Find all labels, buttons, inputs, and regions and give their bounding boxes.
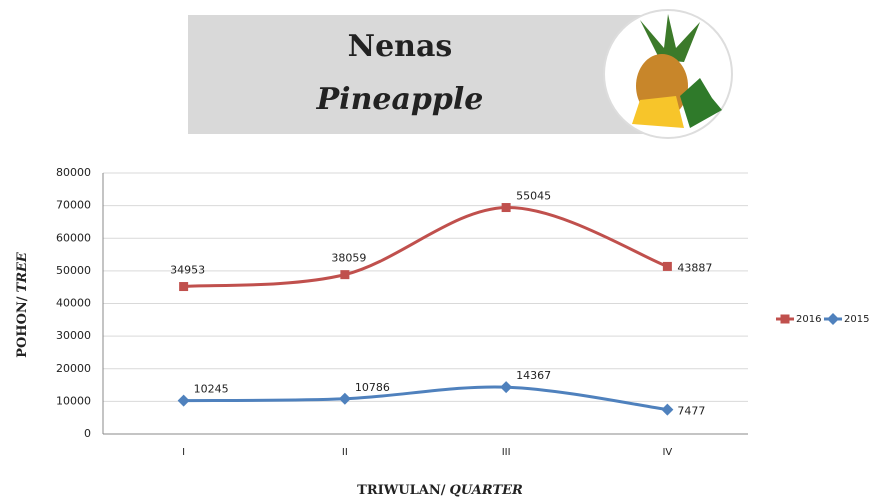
y-tick-label: 40000 [56, 297, 91, 310]
y-tick-label: 10000 [56, 394, 91, 407]
data-label: 38059 [331, 252, 366, 265]
x-tick-label: I [182, 447, 185, 458]
x-axis-label-part: QUARTER [450, 483, 524, 498]
point [662, 261, 672, 271]
x-tick-label: III [502, 447, 511, 458]
x-tick-label: IV [662, 447, 672, 458]
data-label: 10245 [194, 383, 229, 396]
x-tick-label: II [342, 447, 348, 458]
data-label: 55045 [516, 190, 551, 203]
point [827, 313, 839, 325]
series-line [183, 385, 668, 412]
point [661, 403, 674, 416]
y-tick-label: 50000 [56, 264, 91, 277]
data-label: 34953 [170, 264, 205, 277]
y-tick-label: 30000 [56, 329, 91, 342]
data-label: 10786 [355, 381, 390, 394]
series-line [183, 206, 668, 289]
y-axis-label: POHON/TREE [15, 251, 30, 358]
y-tick-label: 0 [84, 427, 91, 440]
title-box [188, 15, 658, 134]
chart-title: Nenas [348, 29, 453, 64]
y-tick-label: 60000 [56, 231, 91, 244]
point [500, 381, 513, 394]
y-axis-label-part: POHON/ [15, 296, 30, 358]
data-label: 14367 [516, 369, 551, 382]
x-axis-label-part: TRIWULAN/ [357, 483, 446, 498]
y-tick-label: 80000 [56, 166, 91, 179]
point [179, 282, 189, 292]
chart-subtitle: Pineapple [316, 82, 484, 117]
pineapple-icon [603, 9, 733, 139]
point [780, 314, 790, 324]
y-tick-label: 70000 [56, 199, 91, 212]
point [501, 203, 511, 213]
y-axis-label-part: TREE [15, 251, 30, 292]
point [338, 392, 351, 405]
data-label: 43887 [677, 261, 712, 274]
legend-label: 2015 [844, 314, 869, 325]
x-axis-label: TRIWULAN/QUARTER [357, 483, 523, 498]
y-tick-label: 20000 [56, 362, 91, 375]
point [177, 394, 190, 407]
legend-label: 2016 [796, 314, 821, 325]
point [340, 270, 350, 280]
data-label: 7477 [677, 405, 705, 418]
